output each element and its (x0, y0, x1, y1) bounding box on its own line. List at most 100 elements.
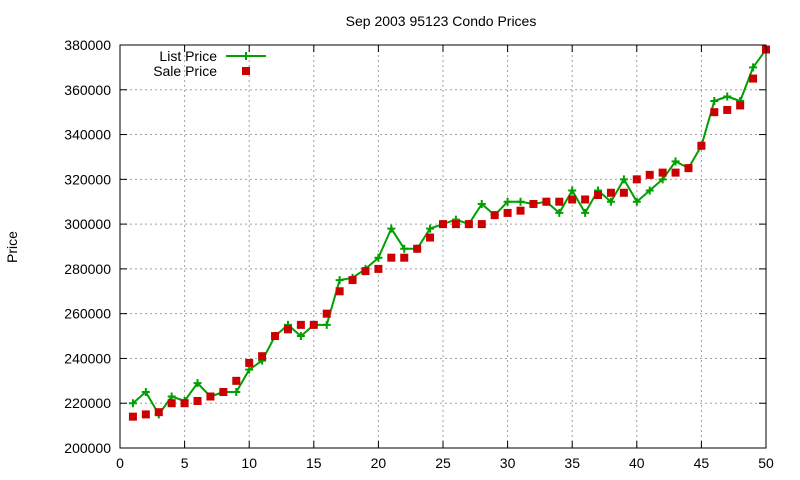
plot-border (119, 44, 767, 449)
y-tick-label: 220000 (64, 395, 111, 411)
data-point-marker (555, 208, 564, 217)
data-point-marker (516, 206, 525, 215)
x-tick-label: 5 (181, 455, 189, 471)
data-point-marker (232, 388, 241, 397)
data-point-marker (632, 197, 641, 206)
y-tick-label: 340000 (64, 127, 111, 143)
data-point-marker (219, 388, 228, 397)
data-point-marker (697, 141, 706, 150)
x-tick-label: 35 (564, 455, 580, 471)
y-axis-label: Price (4, 231, 20, 263)
data-point-marker (413, 244, 422, 253)
data-point-marker (193, 379, 202, 388)
data-point-marker (296, 320, 305, 329)
legend-marker-list-price (242, 52, 250, 60)
data-point-marker (477, 220, 486, 229)
x-tick-label: 30 (500, 455, 516, 471)
data-point-marker (167, 392, 176, 401)
data-point-marker (555, 197, 564, 206)
series-0 (128, 45, 770, 419)
legend-label-list-price: List Price (159, 48, 217, 64)
chart-title: Sep 2003 95123 Condo Prices (346, 13, 537, 29)
data-point-marker (296, 332, 305, 341)
data-point-marker (723, 105, 732, 114)
data-point-marker (568, 186, 577, 195)
data-point-marker (736, 101, 745, 110)
data-point-marker (658, 175, 667, 184)
data-point-marker (141, 388, 150, 397)
data-point-marker (180, 399, 189, 408)
data-point-marker (594, 191, 603, 200)
data-point-marker (671, 157, 680, 166)
data-point-marker (141, 410, 150, 419)
x-tick-label: 20 (371, 455, 387, 471)
data-point-marker (503, 197, 512, 206)
data-point-marker (529, 199, 538, 208)
data-point-marker (632, 175, 641, 184)
x-tick-label: 10 (241, 455, 257, 471)
data-point-marker (671, 168, 680, 177)
data-point-marker (542, 197, 551, 206)
grid-lines (120, 45, 766, 448)
data-point-marker (426, 233, 435, 242)
y-tick-label: 200000 (64, 440, 111, 456)
data-point-marker (167, 399, 176, 408)
y-tick-label: 260000 (64, 306, 111, 322)
x-tick-labels: 0 5 10 15 20 25 30 35 40 45 50 (116, 455, 774, 471)
data-point-marker (193, 396, 202, 405)
data-point-marker (361, 267, 370, 276)
data-point-marker (749, 63, 758, 72)
data-point-marker (645, 186, 654, 195)
data-point-marker (374, 253, 383, 262)
x-tick-label: 40 (629, 455, 645, 471)
legend: List Price Sale Price (153, 48, 266, 79)
y-tick-label: 380000 (64, 37, 111, 53)
data-point-marker (619, 188, 628, 197)
data-point-marker (426, 224, 435, 233)
y-tick-label: 300000 (64, 216, 111, 232)
data-point-marker (464, 220, 473, 229)
data-point-marker (451, 220, 460, 229)
y-tick-labels: 200000 220000 240000 260000 280000 300000 3200… (64, 37, 111, 456)
y-tick-label: 280000 (64, 261, 111, 277)
series-layer (128, 45, 770, 421)
x-tick-label: 15 (306, 455, 322, 471)
data-point-marker (400, 244, 409, 253)
data-point-marker (335, 276, 344, 285)
data-point-marker (684, 164, 693, 173)
series-1 (128, 45, 770, 421)
data-point-marker (206, 392, 215, 401)
series-line (132, 48, 767, 416)
data-point-marker (490, 211, 499, 220)
data-point-marker (503, 208, 512, 217)
data-point-marker (322, 320, 331, 329)
data-point-marker (439, 220, 447, 229)
data-point-marker (387, 253, 396, 262)
data-point-marker (749, 74, 758, 83)
data-point-marker (232, 376, 241, 385)
y-tick-label: 320000 (64, 171, 111, 187)
y-tick-label: 360000 (64, 82, 111, 98)
data-point-marker (619, 175, 628, 184)
data-point-marker (335, 287, 344, 296)
x-tick-label: 45 (694, 455, 710, 471)
x-tick-label: 50 (758, 455, 774, 471)
data-point-marker (606, 197, 615, 206)
data-point-marker (245, 358, 254, 367)
x-tick-label: 25 (435, 455, 451, 471)
data-point-marker (581, 195, 590, 204)
data-point-marker (374, 264, 383, 273)
data-point-marker (400, 253, 409, 262)
data-point-marker (581, 208, 590, 217)
data-point-marker (283, 325, 292, 334)
data-point-marker (258, 352, 267, 361)
data-point-marker (568, 195, 577, 204)
data-point-marker (710, 108, 719, 117)
data-point-marker (271, 332, 280, 341)
legend-label-sale-price: Sale Price (153, 63, 217, 79)
data-point-marker (348, 276, 357, 285)
data-point-marker (516, 197, 525, 206)
data-point-marker (658, 168, 667, 177)
legend-marker-sale-price (242, 67, 250, 75)
